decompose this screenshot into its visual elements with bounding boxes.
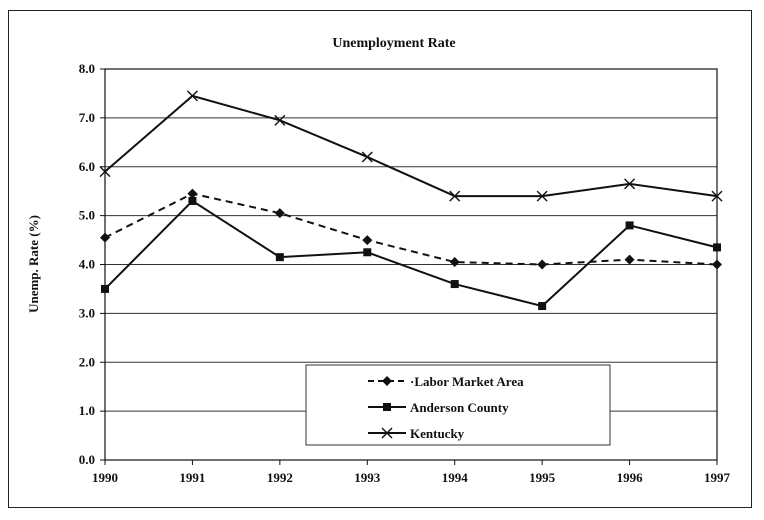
x-marker-stroke xyxy=(449,190,461,202)
data-point-kentucky xyxy=(186,90,198,102)
series-line-anderson-county xyxy=(104,199,718,308)
y-tick-label: 5.0 xyxy=(79,208,95,223)
data-point-anderson-county xyxy=(625,221,634,230)
data-point-anderson-county xyxy=(101,284,109,293)
x-tick-label: 1994 xyxy=(442,470,469,485)
legend-label-kentucky: Kentucky xyxy=(410,426,465,441)
x-tick-label: 1995 xyxy=(529,470,556,485)
data-point-labor-market-area xyxy=(712,259,722,270)
data-point-labor-market-area xyxy=(624,254,635,265)
data-point-anderson-county xyxy=(538,302,547,311)
x-tick-labels: 1990 1991 1992 1993 1994 1995 1996 1997 xyxy=(92,470,731,485)
data-point-kentucky xyxy=(536,190,548,202)
legend-label-anderson-county: Anderson County xyxy=(410,400,509,415)
y-tick-label: 0.0 xyxy=(79,452,95,467)
x-tick-label: 1992 xyxy=(267,470,293,485)
data-point-anderson-county xyxy=(363,248,372,257)
data-point-kentucky xyxy=(99,166,111,178)
x-tick-label: 1993 xyxy=(354,470,381,485)
y-tick-label: 1.0 xyxy=(79,403,95,418)
y-tick-label: 8.0 xyxy=(79,61,95,76)
x-marker-stroke xyxy=(186,90,198,102)
series-lines xyxy=(99,90,723,311)
y-tick-label: 4.0 xyxy=(79,257,95,272)
x-marker-stroke xyxy=(381,427,393,439)
x-tick-label: 1990 xyxy=(92,470,118,485)
y-axis-label: Unemp. Rate (%) xyxy=(26,215,41,313)
legend-marker-kentucky xyxy=(381,427,393,439)
legend-marker-labor-market-area xyxy=(382,376,392,386)
data-point-kentucky xyxy=(449,190,461,202)
data-point-labor-market-area xyxy=(187,188,198,199)
data-point-labor-market-area xyxy=(362,235,373,246)
y-tick-label: 3.0 xyxy=(79,305,95,320)
y-tick-label: 6.0 xyxy=(79,159,95,174)
chart-title: Unemployment Rate xyxy=(332,36,455,51)
series-line-labor-market-area xyxy=(104,192,718,266)
y-tick-label: 7.0 xyxy=(79,110,95,125)
x-marker-stroke xyxy=(99,166,111,178)
legend-box xyxy=(305,364,611,446)
x-marker-stroke xyxy=(361,151,373,163)
data-point-anderson-county xyxy=(450,280,459,289)
legend-label-labor-market-area: ·Labor Market Area xyxy=(410,374,524,389)
legend: ·Labor Market Area Anderson County Kentuck… xyxy=(305,364,611,446)
series-line-kentucky xyxy=(104,94,718,198)
x-marker-stroke xyxy=(274,114,286,126)
x-tick-label: 1997 xyxy=(704,470,731,485)
data-point-kentucky xyxy=(711,190,723,202)
data-point-anderson-county xyxy=(713,243,721,252)
y-tick-label: 2.0 xyxy=(79,354,95,369)
data-point-labor-market-area xyxy=(274,208,285,219)
x-marker-stroke xyxy=(536,190,548,202)
x-tick-label: 1996 xyxy=(617,470,644,485)
data-point-labor-market-area xyxy=(100,232,110,243)
data-point-labor-market-area xyxy=(449,257,460,268)
data-point-anderson-county xyxy=(275,253,284,262)
data-point-anderson-county xyxy=(188,196,197,205)
data-point-labor-market-area xyxy=(537,259,548,270)
data-point-kentucky xyxy=(624,178,636,190)
data-point-kentucky xyxy=(274,114,286,126)
x-tick-label: 1991 xyxy=(179,470,205,485)
y-tick-labels: 0.0 1.0 2.0 3.0 4.0 5.0 6.0 7.0 8.0 xyxy=(79,61,95,467)
legend-marker-anderson-county xyxy=(383,403,391,411)
data-point-kentucky xyxy=(361,151,373,163)
x-marker-stroke xyxy=(711,190,723,202)
x-marker-stroke xyxy=(624,178,636,190)
